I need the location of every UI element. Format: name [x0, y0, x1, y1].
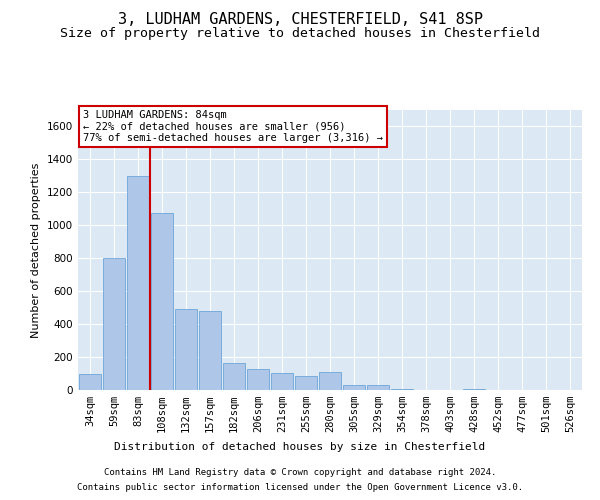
- Text: Contains HM Land Registry data © Crown copyright and database right 2024.: Contains HM Land Registry data © Crown c…: [104, 468, 496, 477]
- Text: 3, LUDHAM GARDENS, CHESTERFIELD, S41 8SP: 3, LUDHAM GARDENS, CHESTERFIELD, S41 8SP: [118, 12, 482, 28]
- Bar: [295, 376, 317, 390]
- Bar: [151, 213, 173, 390]
- Bar: [127, 176, 149, 390]
- Y-axis label: Number of detached properties: Number of detached properties: [31, 162, 41, 338]
- Bar: [175, 310, 197, 390]
- Bar: [103, 258, 125, 390]
- Text: Distribution of detached houses by size in Chesterfield: Distribution of detached houses by size …: [115, 442, 485, 452]
- Text: Size of property relative to detached houses in Chesterfield: Size of property relative to detached ho…: [60, 28, 540, 40]
- Text: Contains public sector information licensed under the Open Government Licence v3: Contains public sector information licen…: [77, 483, 523, 492]
- Bar: [247, 368, 269, 390]
- Bar: [199, 311, 221, 390]
- Text: 3 LUDHAM GARDENS: 84sqm
← 22% of detached houses are smaller (956)
77% of semi-d: 3 LUDHAM GARDENS: 84sqm ← 22% of detache…: [83, 110, 383, 143]
- Bar: [79, 374, 101, 390]
- Bar: [319, 372, 341, 390]
- Bar: [343, 385, 365, 390]
- Bar: [391, 389, 413, 390]
- Bar: [223, 363, 245, 390]
- Bar: [271, 372, 293, 390]
- Bar: [463, 389, 485, 390]
- Bar: [367, 386, 389, 390]
